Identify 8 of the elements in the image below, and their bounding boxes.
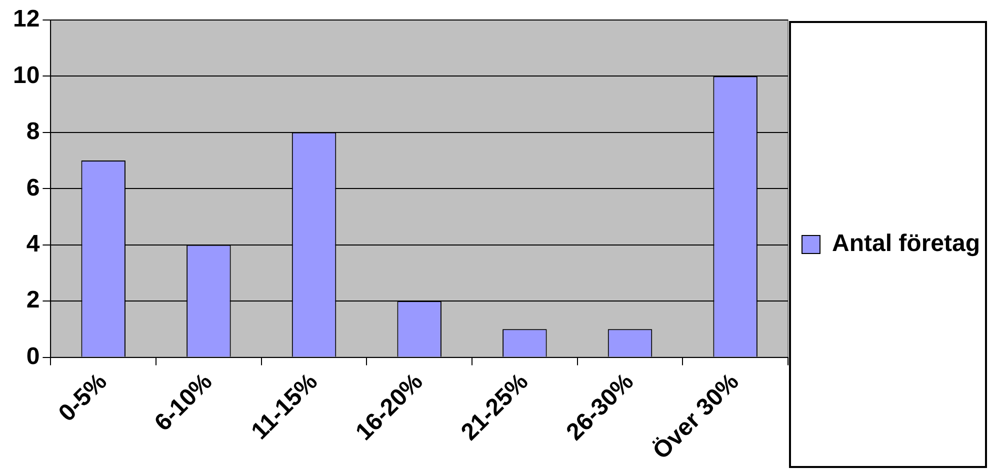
y-tick-label: 0 (26, 342, 40, 370)
y-tick-label: 4 (26, 230, 40, 258)
y-tick-label: 8 (26, 118, 40, 146)
y-tick-label: 12 (12, 6, 40, 33)
y-tick-label: 10 (12, 62, 40, 89)
y-tick-label: 2 (26, 286, 40, 314)
y-tick-label: 6 (26, 174, 40, 202)
legend-label: Antal företag (832, 230, 980, 258)
